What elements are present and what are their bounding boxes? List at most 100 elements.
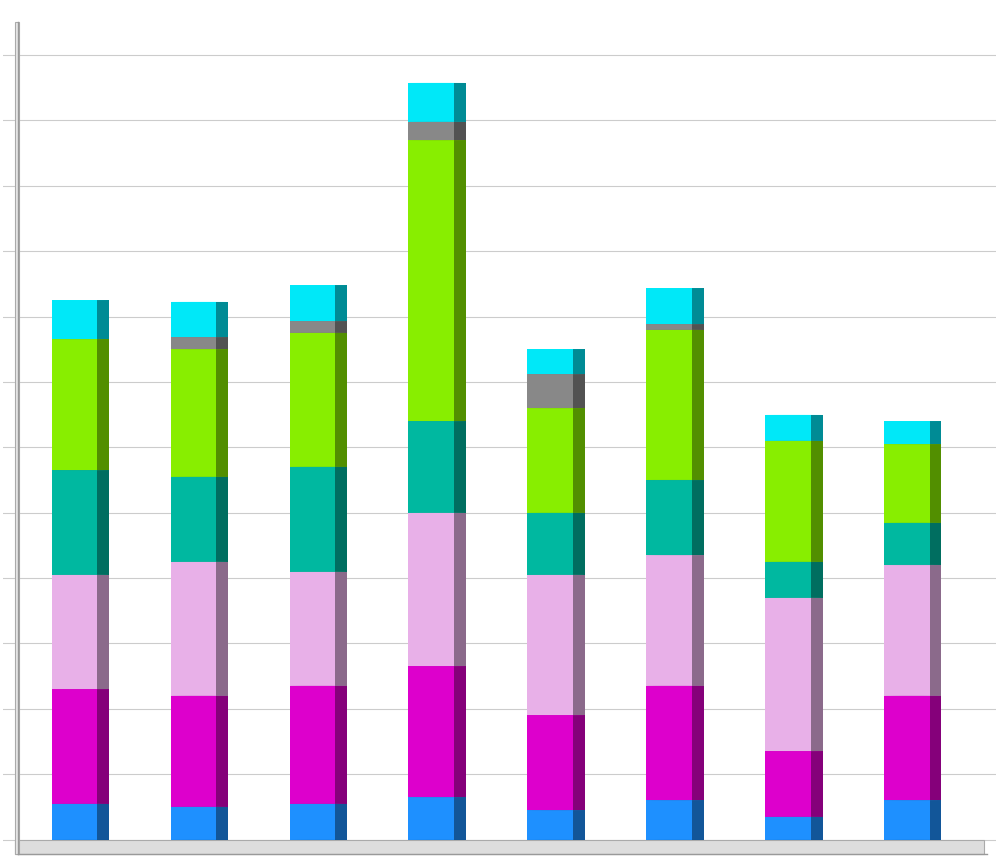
Bar <box>765 441 811 562</box>
Bar <box>930 523 941 565</box>
Bar <box>409 513 455 666</box>
Bar <box>573 408 584 513</box>
Bar <box>692 801 703 839</box>
Bar <box>52 300 97 340</box>
Bar <box>216 337 228 349</box>
Bar <box>216 696 228 807</box>
Bar <box>884 696 930 801</box>
Bar <box>52 340 97 470</box>
Bar <box>646 801 692 839</box>
Bar <box>97 689 109 803</box>
Bar <box>646 324 692 329</box>
Bar <box>573 574 584 716</box>
Bar <box>455 513 466 666</box>
Bar <box>930 421 941 444</box>
Bar <box>290 321 336 333</box>
Bar <box>52 689 97 803</box>
Bar <box>884 565 930 696</box>
Bar <box>527 513 573 574</box>
Bar <box>527 374 573 408</box>
Bar <box>455 797 466 839</box>
Bar <box>811 415 822 441</box>
Bar <box>527 408 573 513</box>
Bar <box>646 686 692 801</box>
Bar <box>811 562 822 598</box>
Bar <box>216 476 228 562</box>
Bar <box>97 803 109 839</box>
Bar <box>97 300 109 340</box>
Bar <box>811 817 822 839</box>
Bar <box>455 83 466 122</box>
Bar <box>646 329 692 480</box>
Bar <box>52 803 97 839</box>
Bar <box>646 480 692 556</box>
Bar <box>336 686 347 803</box>
Bar <box>527 574 573 716</box>
Bar <box>171 337 216 349</box>
Bar <box>216 349 228 476</box>
Bar <box>884 444 930 523</box>
Bar <box>455 421 466 513</box>
Bar <box>692 556 703 686</box>
Bar <box>171 476 216 562</box>
Bar <box>336 572 347 686</box>
Bar <box>646 288 692 324</box>
Bar <box>765 415 811 441</box>
Bar <box>290 333 336 467</box>
Bar <box>527 349 573 374</box>
Bar <box>573 349 584 374</box>
Bar <box>692 480 703 556</box>
Bar <box>336 321 347 333</box>
Bar <box>409 122 455 140</box>
Bar <box>290 286 336 321</box>
Bar <box>930 696 941 801</box>
Bar <box>527 716 573 810</box>
Bar <box>216 562 228 696</box>
Bar <box>930 801 941 839</box>
Bar <box>336 333 347 467</box>
Bar <box>409 421 455 513</box>
FancyBboxPatch shape <box>15 839 984 854</box>
Bar <box>97 574 109 689</box>
Bar <box>290 572 336 686</box>
Bar <box>692 329 703 480</box>
Bar <box>765 817 811 839</box>
Bar <box>884 421 930 444</box>
Bar <box>409 83 455 122</box>
Bar <box>216 302 228 337</box>
Bar <box>216 807 228 839</box>
Bar <box>409 140 455 421</box>
Bar <box>573 374 584 408</box>
FancyBboxPatch shape <box>15 22 19 854</box>
Bar <box>884 801 930 839</box>
Bar <box>409 797 455 839</box>
Bar <box>930 444 941 523</box>
Bar <box>455 140 466 421</box>
Bar <box>171 807 216 839</box>
Bar <box>884 523 930 565</box>
Bar <box>811 598 822 752</box>
Bar <box>409 666 455 797</box>
Bar <box>290 686 336 803</box>
Bar <box>811 752 822 817</box>
Bar <box>765 752 811 817</box>
Bar <box>171 302 216 337</box>
Bar <box>52 574 97 689</box>
Bar <box>290 803 336 839</box>
Bar <box>336 803 347 839</box>
Bar <box>811 441 822 562</box>
Bar <box>692 288 703 324</box>
Bar <box>692 324 703 329</box>
Bar <box>646 556 692 686</box>
Bar <box>52 470 97 574</box>
Bar <box>573 810 584 839</box>
Bar <box>97 470 109 574</box>
Bar <box>765 562 811 598</box>
Bar <box>573 513 584 574</box>
Bar <box>97 340 109 470</box>
Bar <box>336 467 347 572</box>
Bar <box>455 122 466 140</box>
Bar <box>573 716 584 810</box>
Bar <box>336 286 347 321</box>
Bar <box>171 562 216 696</box>
